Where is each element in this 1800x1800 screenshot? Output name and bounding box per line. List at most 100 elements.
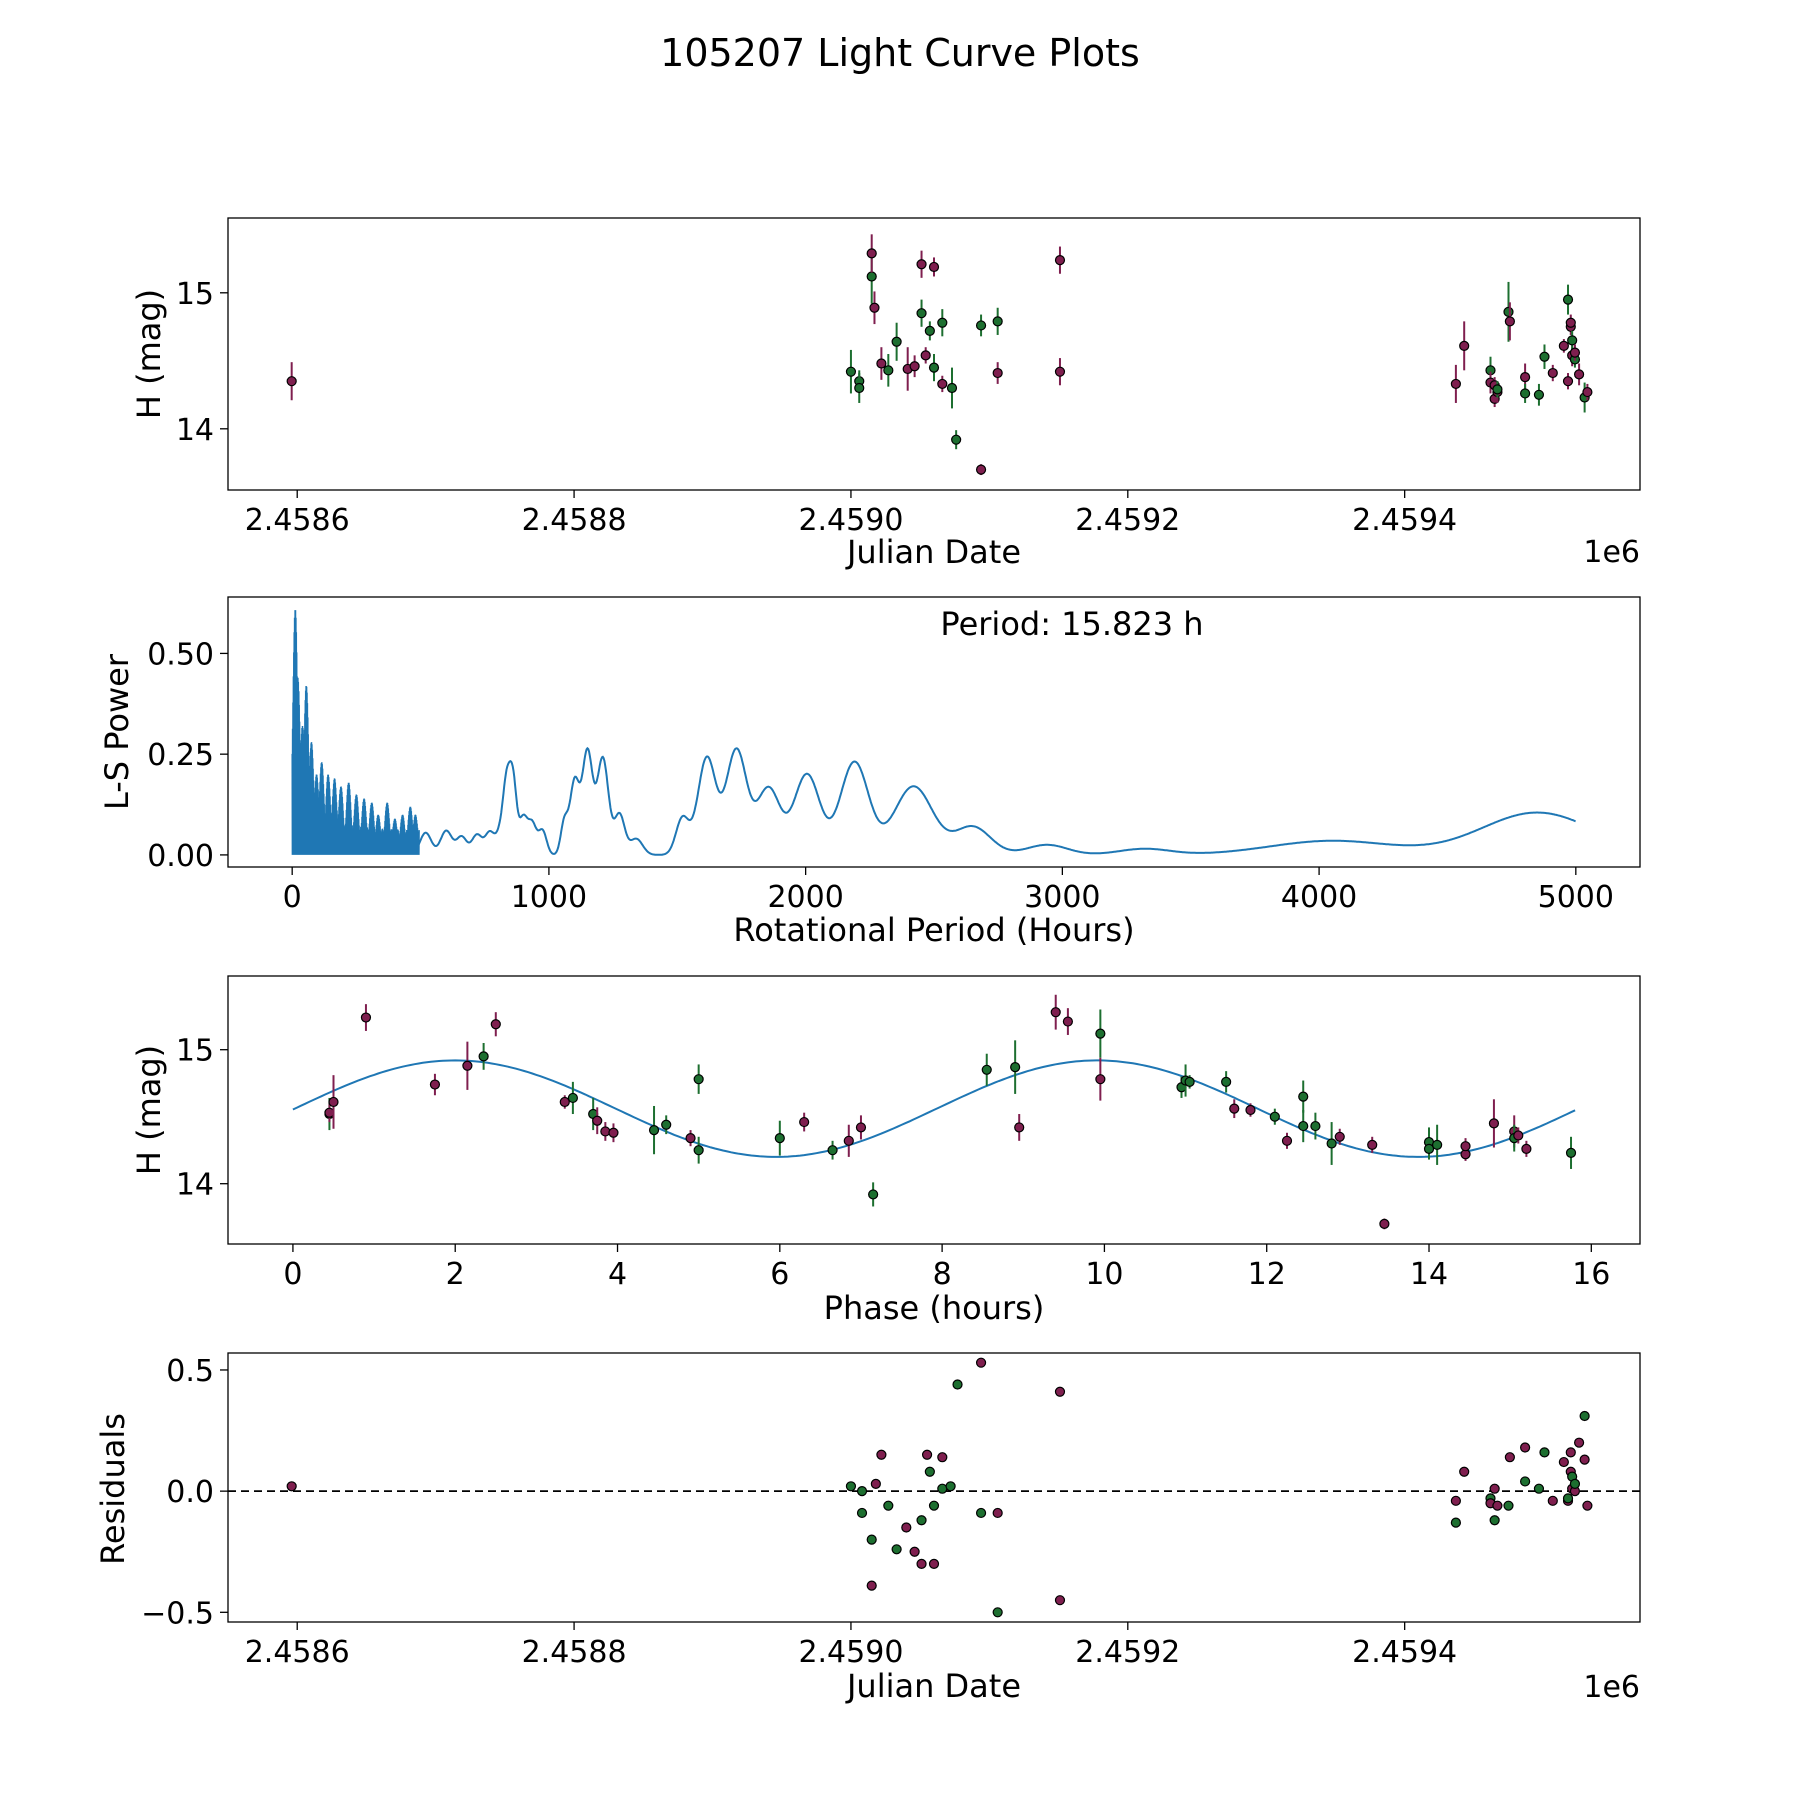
lightcurve-data-point (854, 382, 865, 394)
residuals-data-point (866, 1580, 877, 1591)
lightcurve-data-point (1533, 389, 1545, 400)
periodogram-x-tick-label: 1000 (511, 880, 587, 915)
phased-data-point (1488, 1118, 1500, 1129)
phased-data-point (1229, 1103, 1240, 1114)
residuals-data-point (845, 1481, 857, 1492)
periodogram-x-axis-label: Rotational Period (Hours) (733, 911, 1134, 949)
lightcurve-data-point (937, 317, 948, 328)
lightcurve-x-axis-label: Julian Date (845, 533, 1021, 571)
residuals-data-point (928, 1500, 940, 1511)
residuals-data-layer (228, 1357, 1640, 1618)
phased-data-point (328, 1096, 339, 1108)
residuals-data-point (1533, 1483, 1545, 1494)
phased-x-tick-label: 4 (608, 1257, 627, 1292)
lightcurve-data-point (1573, 369, 1585, 380)
residuals-data-point (992, 1507, 1003, 1519)
residuals-data-point (1489, 1515, 1500, 1526)
phased-x-tick-label: 10 (1085, 1257, 1123, 1292)
residuals-data-point (891, 1544, 902, 1555)
residuals-data-point (1565, 1447, 1576, 1458)
phased-y-tick-label: 14 (176, 1168, 214, 1203)
residuals-data-point (945, 1481, 956, 1492)
lightcurve-data-point (1054, 255, 1066, 266)
phased-data-point (559, 1096, 570, 1108)
residuals-y-axis-label: Residuals (94, 1413, 132, 1565)
lightcurve-y-tick-label: 15 (176, 277, 214, 312)
lightcurve-x-tick-label: 2.4588 (522, 503, 627, 538)
periodogram-y-axis-label: L-S Power (98, 653, 136, 810)
lightcurve-data-point (1569, 347, 1581, 358)
phased-data-point (490, 1019, 501, 1030)
figure-title: 105207 Light Curve Plots (660, 31, 1140, 75)
phased-data-point (799, 1116, 810, 1128)
phased-data-point (1310, 1120, 1321, 1132)
phased-x-tick-label: 0 (283, 1257, 302, 1292)
residuals-x-tick-label: 2.4588 (522, 1635, 627, 1670)
lightcurve-data-point (1562, 376, 1574, 387)
residuals-x-tick-label: 2.4590 (798, 1635, 903, 1670)
phased-data-point (1521, 1143, 1532, 1154)
residuals-data-point (901, 1522, 912, 1533)
phased-data-point (1565, 1147, 1577, 1158)
periodogram-y-tick-label: 0.50 (147, 637, 214, 672)
periodogram-axes-frame (227, 596, 1641, 868)
lightcurve-data-point (946, 382, 958, 394)
residuals-data-point (928, 1558, 940, 1569)
lightcurve-data-point (1567, 335, 1578, 346)
lightcurve-data-point (1547, 367, 1558, 379)
lightcurve-data-point (1520, 372, 1531, 383)
phased-data-point (1010, 1062, 1021, 1073)
residuals-data-point (876, 1449, 887, 1460)
phased-data-point (1014, 1122, 1025, 1133)
lightcurve-data-point (975, 320, 987, 331)
residuals-data-point (992, 1607, 1003, 1618)
lightcurve-y-axis-label: H (mag) (130, 289, 168, 419)
phased-model-curve (292, 1059, 1576, 1158)
residuals-data-point (921, 1449, 933, 1460)
residuals-panel: 2.4586 2.4588 2.4590 2.4592 2.4594 −0.5 0.0 0.5… (94, 1352, 1641, 1705)
residuals-data-point (1562, 1493, 1574, 1504)
lightcurve-data-point (1054, 366, 1066, 377)
lightcurve-data-point (1459, 340, 1470, 351)
lightcurve-x-tick-label: 2.4592 (1075, 503, 1180, 538)
residuals-data-point (1503, 1500, 1514, 1511)
phased-data-point (1513, 1130, 1524, 1141)
residuals-data-point (1520, 1442, 1531, 1453)
residuals-ticks: 2.4586 2.4588 2.4590 2.4592 2.4594 −0.5 0.0 0.5 (141, 1354, 1457, 1670)
lightcurve-offset-label: 1e6 (1583, 535, 1640, 570)
residuals-data-point (883, 1500, 894, 1511)
phased-data-point (1298, 1120, 1309, 1132)
phased-data-point (685, 1133, 696, 1144)
periodogram-x-tick-label: 4000 (1281, 880, 1357, 915)
phased-x-tick-label: 16 (1572, 1257, 1610, 1292)
residuals-data-point (916, 1515, 927, 1526)
residuals-data-point (286, 1481, 297, 1492)
phased-data-point (1269, 1111, 1280, 1122)
phased-x-tick-label: 8 (933, 1257, 952, 1292)
lightcurve-data-point (1539, 351, 1550, 362)
periodogram-ticks: 0 1000 2000 3000 4000 5000 0.00 0.25 0.50 (147, 637, 1614, 915)
phased-data-point (843, 1135, 854, 1146)
periodogram-short-period-curve (291, 610, 420, 855)
phased-data-point (1095, 1028, 1106, 1039)
phased-data-point (868, 1189, 879, 1200)
residuals-data-point (1582, 1500, 1593, 1511)
residuals-data-point (1547, 1495, 1558, 1506)
residuals-data-point (916, 1558, 927, 1569)
periodogram-x-tick-label: 0 (283, 880, 302, 915)
residuals-x-tick-label: 2.4594 (1352, 1635, 1457, 1670)
residuals-data-point (1450, 1517, 1461, 1528)
residuals-data-point (1489, 1483, 1500, 1494)
residuals-data-point (952, 1379, 963, 1390)
residuals-axes-frame (227, 1352, 1641, 1623)
phased-data-point (1062, 1016, 1073, 1027)
phased-data-point (429, 1079, 441, 1090)
periodogram-y-tick-label: 0.00 (147, 839, 214, 874)
period-annotation: Period: 15.823 h (940, 605, 1203, 643)
lightcurve-x-tick-label: 2.4590 (798, 503, 903, 538)
phased-data-point (648, 1124, 660, 1136)
lightcurve-data-point (1582, 386, 1593, 398)
phased-y-tick-label: 15 (176, 1034, 214, 1069)
phased-data-point (600, 1126, 611, 1137)
residuals-data-point (1558, 1456, 1569, 1468)
